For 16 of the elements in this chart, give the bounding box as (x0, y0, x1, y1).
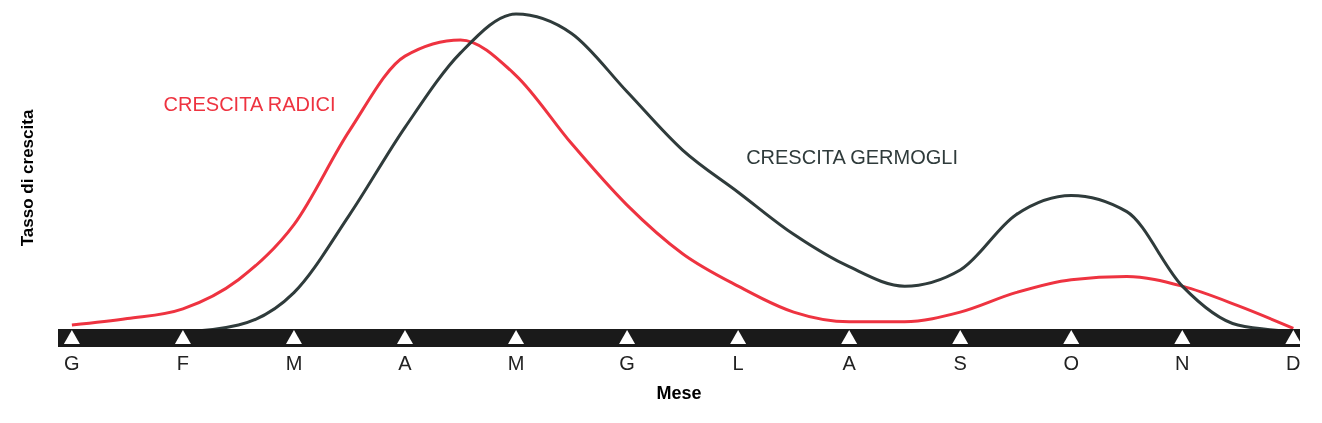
series-label: CRESCITA RADICI (163, 92, 336, 115)
x-tick-label: S (953, 352, 967, 374)
x-tick-label: M (285, 352, 303, 374)
x-tick-label: M (507, 352, 525, 374)
x-tick-label: L (732, 352, 744, 374)
series-label: CRESCITA GERMOGLI (746, 146, 959, 169)
x-tick-label: O (1063, 352, 1080, 374)
x-tick-label: G (619, 352, 635, 374)
x-tick-label: A (398, 352, 413, 374)
x-tick-label: D (1286, 352, 1301, 374)
x-tick-label: N (1175, 352, 1190, 374)
x-tick-label: A (842, 352, 857, 374)
x-tick-label: F (176, 352, 190, 374)
x-tick-label: G (64, 352, 80, 374)
y-axis-title: Tasso di crescita (18, 109, 38, 247)
x-axis-title: Mese (655, 383, 703, 404)
